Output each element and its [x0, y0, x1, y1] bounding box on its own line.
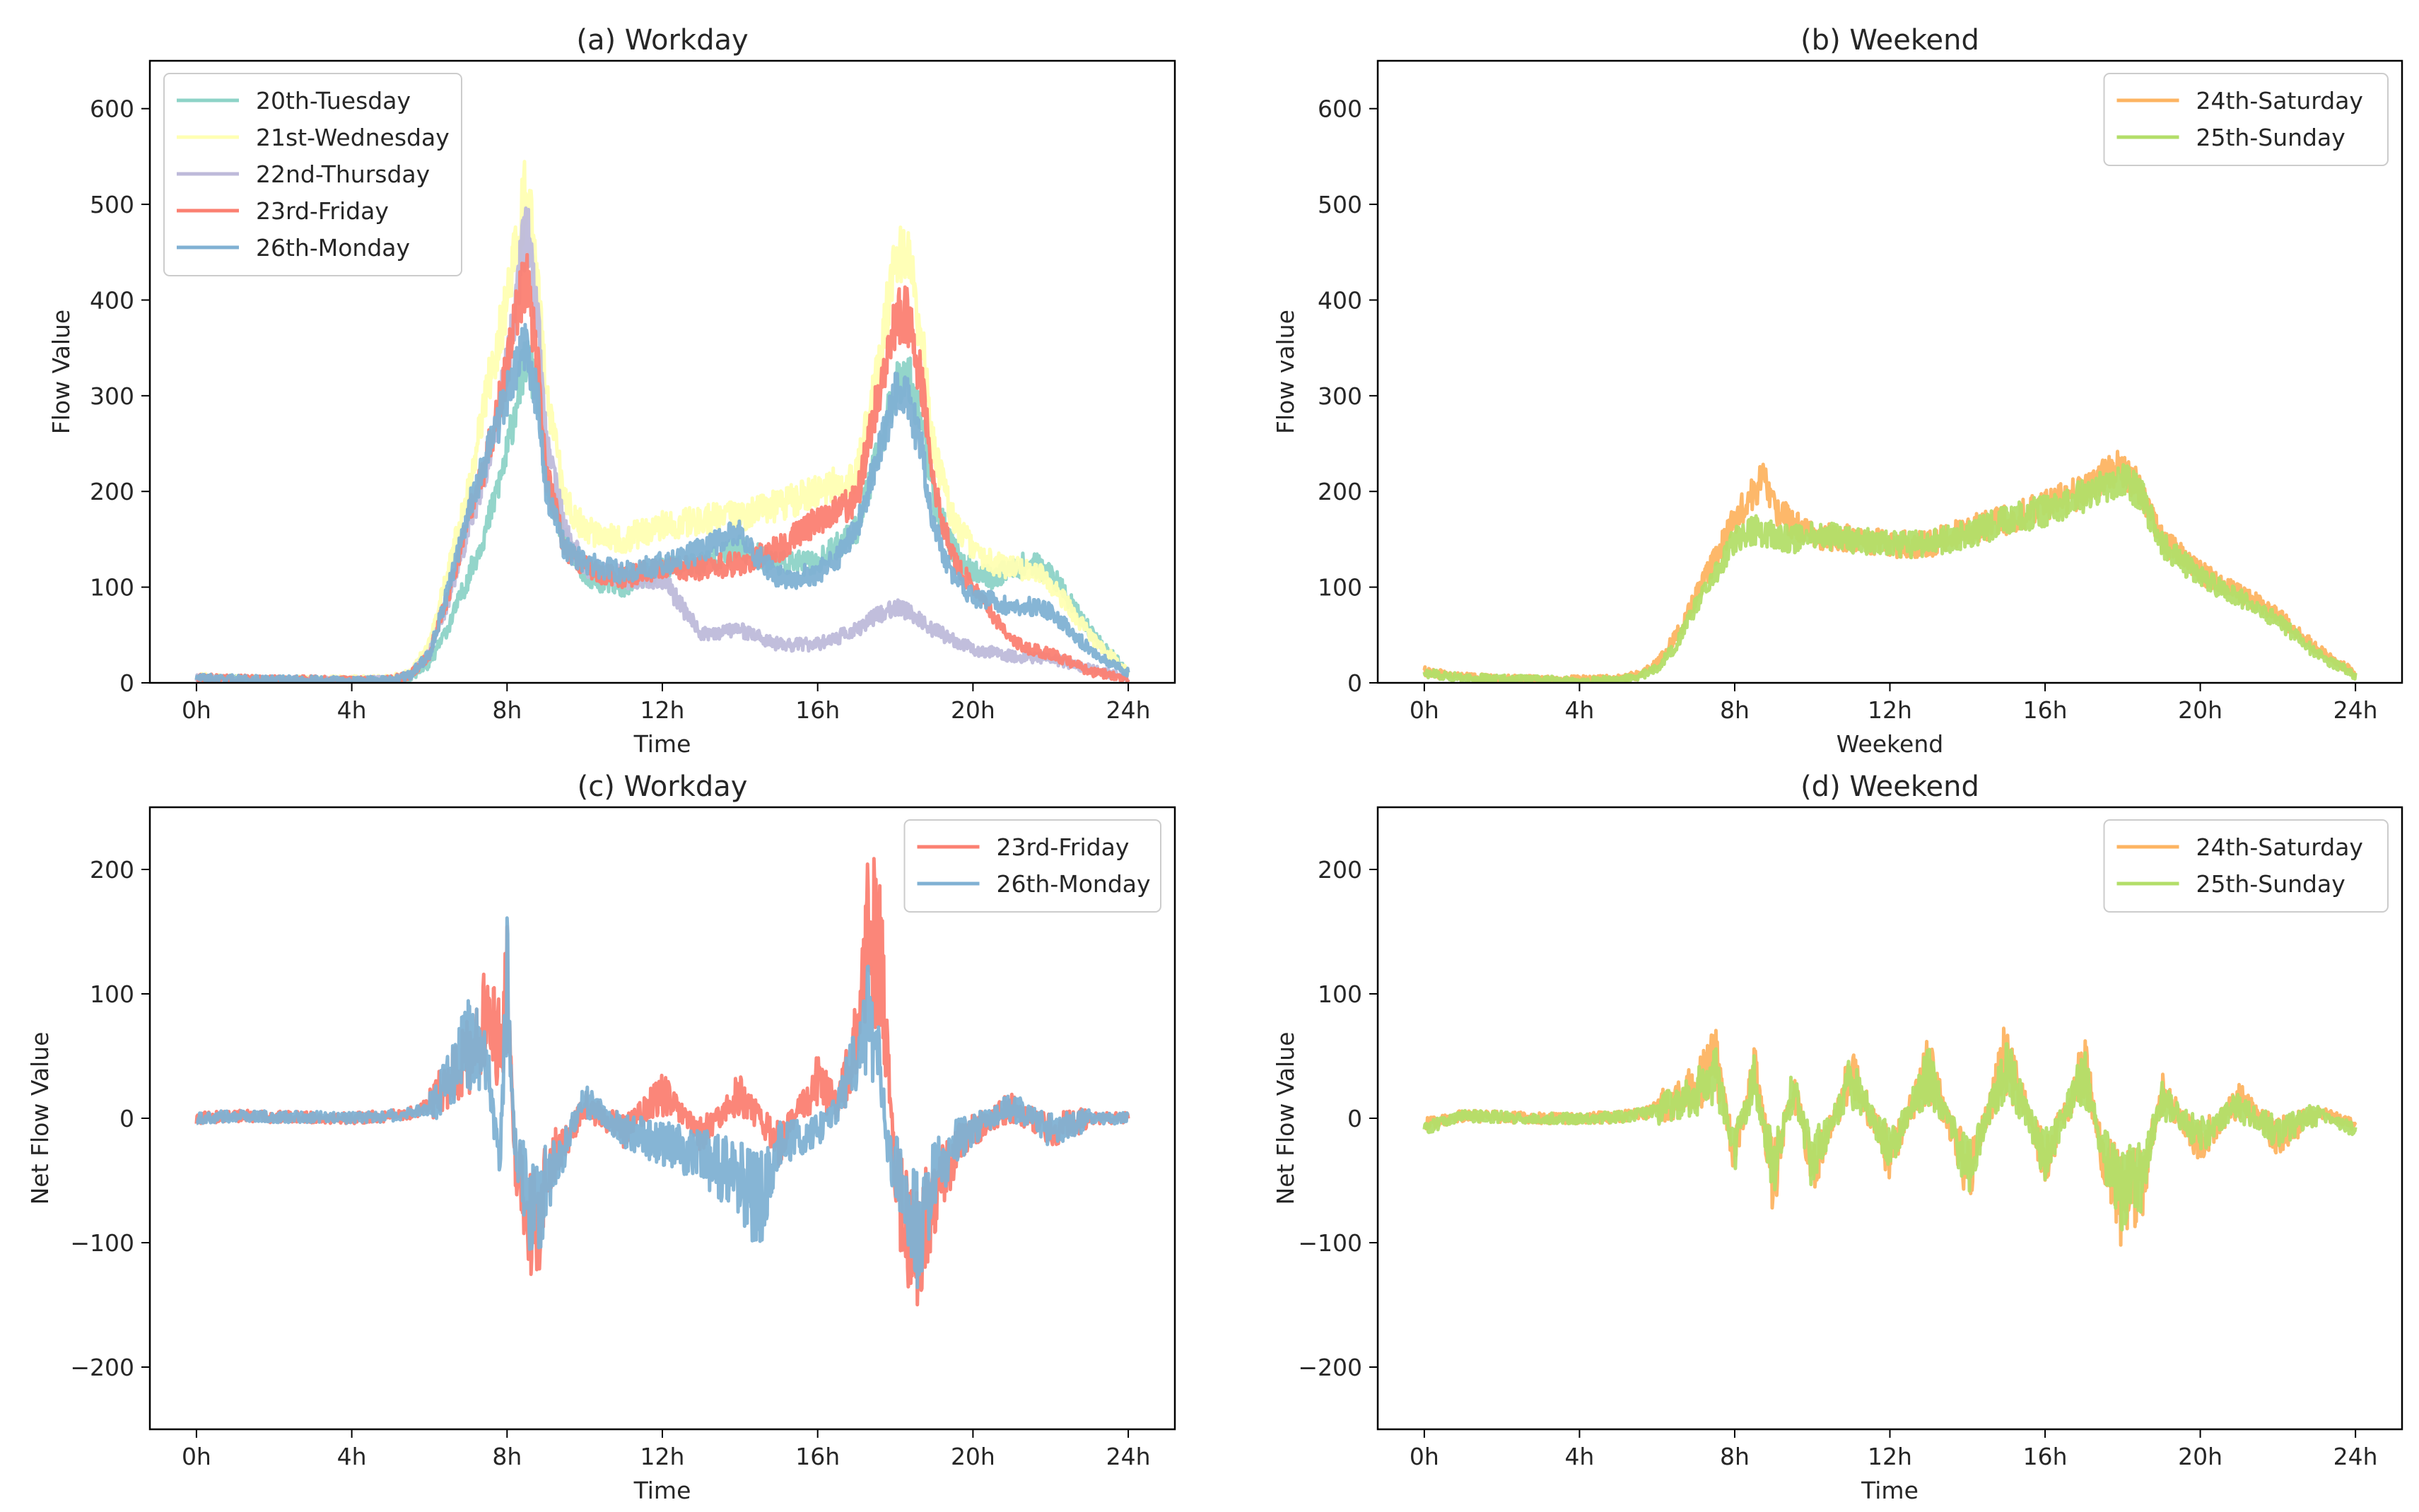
x-tick-label: 4h — [1564, 696, 1594, 724]
legend-box — [2103, 819, 2389, 913]
x-tick-label: 0h — [1410, 1443, 1439, 1470]
legend-box — [163, 73, 462, 276]
axes-frame — [148, 59, 1176, 684]
x-tick-label: 8h — [1720, 1443, 1750, 1470]
x-tick-label: 16h — [795, 1443, 840, 1470]
x-axis-label: Weekend — [1837, 730, 1943, 758]
x-tick-label: 24h — [2333, 1443, 2378, 1470]
legend-label: 26th-Monday — [997, 870, 1151, 898]
chart-title: (a) Workday — [576, 24, 748, 57]
x-tick-label: 0h — [1410, 696, 1439, 724]
x-tick-label: 8h — [492, 1443, 522, 1470]
x-axis-label: Time — [633, 1477, 691, 1504]
y-axis-label: Net Flow Value — [26, 1032, 54, 1205]
series-line-26th-monday — [194, 322, 1130, 683]
y-tick-label: 600 — [1318, 95, 1362, 123]
legend-box — [903, 819, 1161, 913]
y-tick-label: 400 — [90, 286, 134, 314]
series-line-23rd-friday — [195, 252, 1130, 683]
x-tick-label: 12h — [1868, 696, 1912, 724]
y-tick-label: 0 — [119, 1105, 134, 1132]
y-axis-label: Flow value — [1272, 310, 1299, 434]
y-tick-label: 300 — [1318, 382, 1362, 410]
x-tick-label: 20h — [951, 1443, 995, 1470]
series-line-23rd-friday — [194, 857, 1130, 1307]
y-tick-label: −200 — [70, 1354, 134, 1381]
x-tick-label: 16h — [795, 696, 840, 724]
legend-label: 23rd-Friday — [997, 833, 1130, 861]
legend: 23rd-Friday 26th-Monday — [903, 819, 1161, 913]
y-tick-label: 300 — [90, 382, 134, 410]
legend-label: 25th-Sunday — [2196, 124, 2345, 151]
chart-title: (d) Weekend — [1800, 770, 1979, 803]
x-tick-label: 12h — [1868, 1443, 1912, 1470]
x-tick-label: 24h — [1106, 1443, 1151, 1470]
y-tick-label: 200 — [90, 478, 134, 505]
chart-panel-2: (b) Weekend 0h 4h 8h 12h 16h 20h 24h 0 100 200 300 4… — [1272, 24, 2403, 758]
y-tick-label: 600 — [90, 95, 134, 123]
x-tick-label: 24h — [1106, 696, 1151, 724]
legend-box — [2103, 73, 2389, 166]
y-tick-label: −100 — [70, 1229, 134, 1257]
axes-frame — [1376, 59, 2403, 684]
legend-label: 21st-Wednesday — [256, 124, 450, 151]
chart-panel-3: (c) Workday 0h 4h 8h 12h 16h 20h 24h −200 −100 0 10… — [26, 770, 1176, 1504]
y-tick-label: −200 — [1298, 1354, 1362, 1381]
series-line-25th-sunday — [1422, 1042, 2358, 1232]
x-tick-label: 8h — [492, 696, 522, 724]
y-tick-label: 100 — [1318, 574, 1362, 602]
chart-panel-4: (d) Weekend 0h 4h 8h 12h 16h 20h 24h −200 −100 0 10… — [1272, 770, 2403, 1504]
legend: 20th-Tuesday 21st-Wednesday 22nd-Thursday 2… — [163, 73, 462, 276]
legend-label: 22nd-Thursday — [256, 160, 430, 188]
y-tick-label: 0 — [119, 669, 134, 697]
legend-label: 23rd-Friday — [256, 197, 389, 225]
y-axis-label: Net Flow Value — [1272, 1032, 1299, 1205]
y-tick-label: 200 — [90, 856, 134, 884]
y-tick-label: 0 — [1347, 669, 1362, 697]
x-tick-label: 16h — [2023, 696, 2068, 724]
legend: 24th-Saturday 25th-Sunday — [2103, 819, 2389, 913]
x-tick-label: 4h — [337, 1443, 367, 1470]
axes-frame — [1376, 806, 2403, 1431]
y-tick-label: 400 — [1318, 286, 1362, 314]
legend-label: 24th-Saturday — [2196, 833, 2363, 861]
legend-label: 20th-Tuesday — [256, 87, 411, 115]
legend-label: 24th-Saturday — [2196, 87, 2363, 115]
x-tick-label: 4h — [337, 696, 367, 724]
legend: 24th-Saturday 25th-Sunday — [2103, 73, 2389, 166]
y-tick-label: 200 — [1318, 856, 1362, 884]
legend-label: 25th-Sunday — [2196, 870, 2345, 898]
x-tick-label: 20h — [2178, 1443, 2222, 1470]
series-line-24th-saturday — [1422, 450, 2358, 683]
x-tick-label: 12h — [640, 696, 685, 724]
y-tick-label: 100 — [90, 980, 134, 1008]
chart-title: (c) Workday — [578, 770, 748, 803]
x-tick-label: 4h — [1564, 1443, 1594, 1470]
x-axis-label: Time — [633, 730, 691, 758]
y-tick-label: 500 — [90, 191, 134, 218]
y-axis-label: Flow Value — [47, 310, 75, 434]
y-tick-label: 0 — [1347, 1105, 1362, 1132]
x-tick-label: 20h — [2178, 696, 2222, 724]
series-line-26th-monday — [195, 916, 1130, 1289]
x-tick-label: 16h — [2023, 1443, 2068, 1470]
x-tick-label: 12h — [640, 1443, 685, 1470]
chart-title: (b) Weekend — [1800, 24, 1979, 57]
y-tick-label: 500 — [1318, 191, 1362, 218]
y-tick-label: 100 — [1318, 980, 1362, 1008]
legend-label: 26th-Monday — [256, 234, 410, 262]
y-tick-label: −100 — [1298, 1229, 1362, 1257]
chart-panel-1: (a) Workday 0h 4h 8h 12h 16h 20h 24h 0 100 200 300 4… — [47, 24, 1176, 758]
x-tick-label: 20h — [951, 696, 995, 724]
axes-frame — [148, 806, 1176, 1431]
x-tick-label: 8h — [1720, 696, 1750, 724]
x-tick-label: 0h — [182, 1443, 211, 1470]
x-axis-label: Time — [1861, 1477, 1919, 1504]
y-tick-label: 100 — [90, 574, 134, 602]
x-tick-label: 0h — [182, 696, 211, 724]
x-tick-label: 24h — [2333, 696, 2378, 724]
y-tick-label: 200 — [1318, 478, 1362, 505]
